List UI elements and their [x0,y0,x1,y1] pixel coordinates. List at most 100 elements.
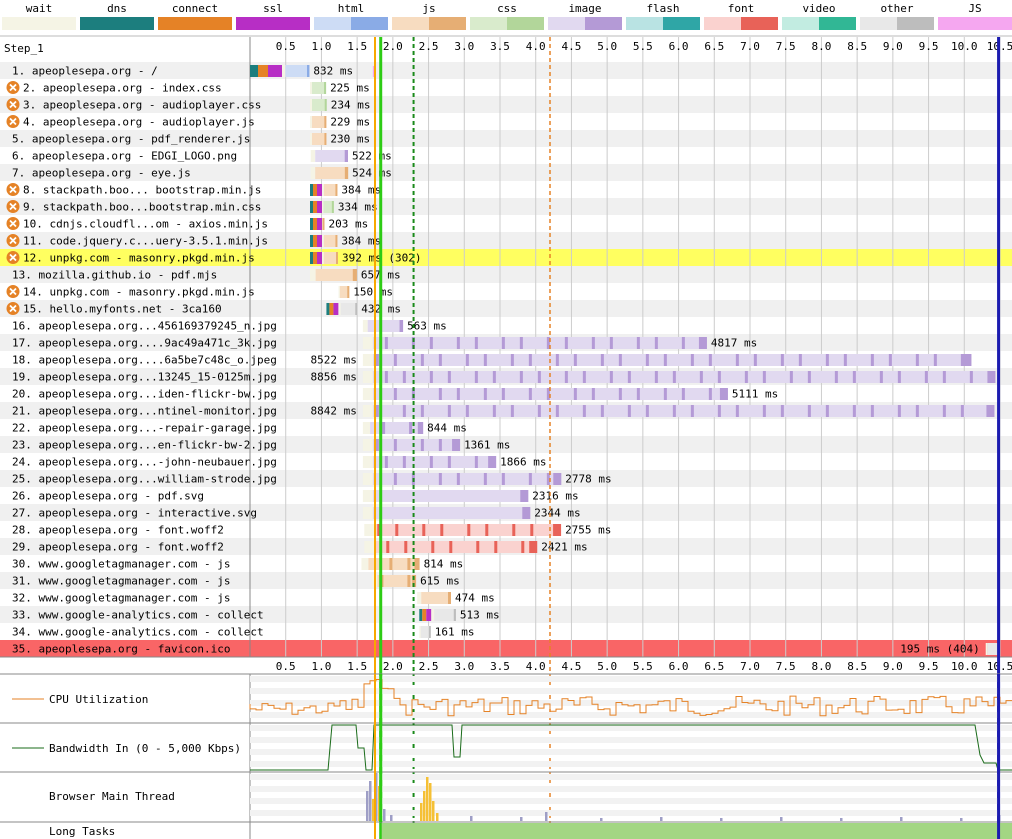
request-bar-download [336,252,338,264]
request-bar-download [963,354,972,366]
warning-icon-x [9,253,17,262]
tick-label-bottom: 3.5 [490,660,510,673]
request-time: 2421 ms [541,541,587,554]
request-time: 230 ms [330,133,370,146]
phase-wait [417,592,422,604]
download-chunk [384,456,388,468]
tick-label-top: 7.0 [740,40,760,53]
download-chunk [449,541,453,553]
request-row-bg [0,96,1012,113]
download-chunk [528,473,532,485]
request-bar-download [331,201,334,213]
download-chunk [409,422,413,434]
request-label: 11. code.jquery.c...uery-3.5.1.min.js [23,235,268,248]
phase-dns [326,303,330,315]
request-time: 8856 ms [310,371,356,384]
long-tasks-panel-label: Long Tasks [49,825,115,838]
download-chunk [807,405,811,417]
download-chunk [438,388,442,400]
download-chunk [393,439,397,451]
request-label: 8. stackpath.boo... bootstrap.min.js [23,184,261,197]
tick-label-bottom: 10.0 [951,660,978,673]
download-chunk [465,354,469,366]
download-chunk [744,371,748,383]
download-chunk [825,354,829,366]
request-time: 814 ms [424,558,464,571]
tick-label-top: 4.0 [526,40,546,53]
download-chunk [429,337,433,349]
request-time: 8842 ms [310,405,356,418]
request-row-bg [0,453,1012,470]
download-chunk [915,354,919,366]
request-bar-css [312,99,327,111]
request-bar-download [453,609,456,621]
request-bar-js [311,116,327,128]
main-thread-activity-bar [545,812,548,821]
download-chunk [510,405,514,417]
request-bar-image [315,150,348,162]
phase-wait [338,303,341,315]
download-chunk [591,388,595,400]
phase-wait [310,82,312,94]
phase-connect [313,184,317,196]
request-row-bg [0,198,1012,215]
legend-item-video: video [780,0,858,32]
download-chunk [402,456,406,468]
request-bar-js [377,575,417,587]
phase-wait [338,286,340,298]
request-bar-download [428,626,431,638]
request-label: 13. mozilla.github.io - pdf.mjs [12,269,217,282]
download-chunk [422,524,426,536]
request-bar-download [344,167,349,179]
phase-dns [310,235,313,247]
warning-icon-x [9,185,17,194]
cpu-utilization-line [249,679,1012,717]
request-bar-image [372,405,995,417]
request-label: 20. apeoplesepa.org...iden-flickr-bw.jpg [12,388,277,401]
request-label: 22. apeoplesepa.org...-repair-garage.jpg [12,422,277,435]
tick-label-top: 3.5 [490,40,510,53]
main-thread-activity-bar [660,817,663,821]
request-row-bg [0,79,1012,96]
request-row-bg [0,249,1012,266]
request-label: 14. unpkg.com - masonry.pkgd.min.js [23,286,255,299]
phase-wait [364,524,375,536]
request-time: 4817 ms [711,337,757,350]
warning-icon-x [9,202,17,211]
request-bar-download [324,133,327,145]
download-chunk [789,371,793,383]
phase-wait [310,269,316,281]
request-bar-js [368,558,420,570]
request-bar-download [553,524,562,536]
phase-wait [362,490,373,502]
request-label: 34. www.google-analytics.com - collect [12,626,264,639]
request-label: 7. apeoplesepa.org - eye.js [12,167,191,180]
request-time: 474 ms [455,592,495,605]
phase-wait [310,133,312,145]
phase-wait [322,252,324,264]
download-chunk [510,354,514,366]
download-chunk [852,371,856,383]
panel-stripe [250,725,1012,731]
phase-wait [282,65,286,77]
phase-wait [310,99,313,111]
phase-wait [322,201,324,213]
tick-label-bottom: 8.5 [847,660,867,673]
phase-wait [419,626,421,638]
phase-dns [310,252,313,264]
request-time: 334 ms [338,201,378,214]
tick-label-bottom: 9.0 [883,660,903,673]
legend-label: css [497,2,517,15]
download-chunk [699,371,703,383]
request-time: 2344 ms [534,507,580,520]
bandwidth-line [250,724,1012,771]
tick-label-top: 2.5 [419,40,439,53]
legend-swatch [158,17,232,30]
download-chunk [600,354,604,366]
download-chunk [636,388,640,400]
request-label: 2. apeoplesepa.org - index.css [23,82,222,95]
download-chunk [582,371,586,383]
tick-label-bottom: 7.0 [740,660,760,673]
request-bar-download [987,371,996,383]
download-chunk [564,371,568,383]
